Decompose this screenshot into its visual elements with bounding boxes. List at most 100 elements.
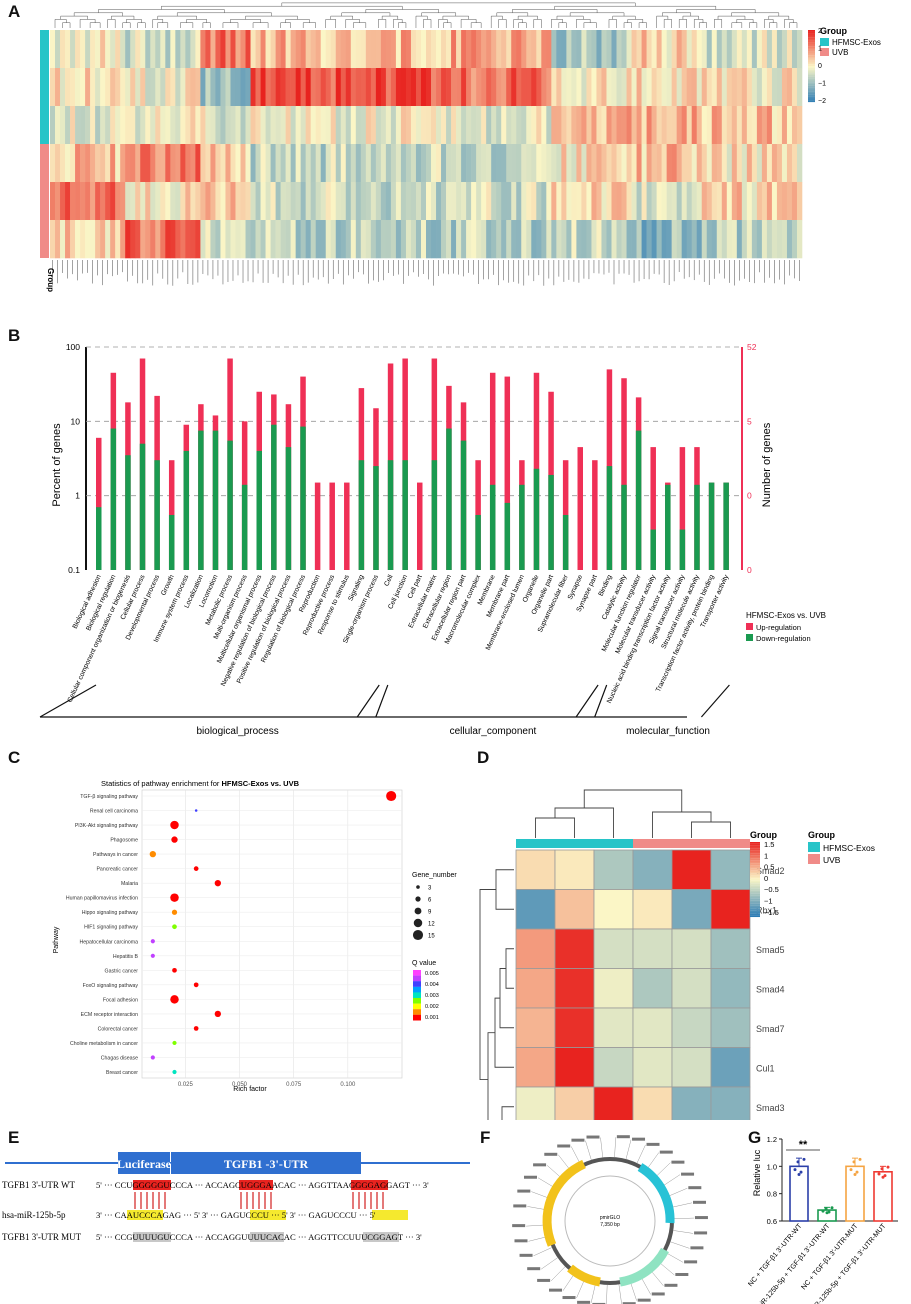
go-bar-down <box>665 484 671 570</box>
plasmid-site-label <box>651 1292 665 1296</box>
luc-chart-bars <box>789 1157 893 1222</box>
heatmap-a-cell <box>701 220 708 259</box>
heatmap-a-cell <box>320 182 327 221</box>
heatmap-a-cell <box>651 68 657 107</box>
heatmap-a-cell <box>641 144 647 183</box>
seq-row-mirna-label: hsa-miR-125b-5p <box>2 1210 66 1220</box>
heatmap-a-cell <box>250 106 256 145</box>
heatmap-a-cell <box>641 30 647 69</box>
luc-point <box>825 1211 829 1215</box>
heatmap-a-cell <box>756 30 763 69</box>
heatmap-a-cell <box>756 182 763 221</box>
heatmap-a-cell <box>330 68 337 107</box>
heatmap-d-row-dendro <box>479 889 496 1081</box>
heatmap-a-cell <box>410 182 417 221</box>
heatmap-a-scale-step <box>808 80 815 83</box>
heatmap-a-cell <box>145 220 151 259</box>
heatmap-a-cell <box>751 220 758 259</box>
heatmap-a-cell <box>185 220 191 259</box>
plasmid-site-label <box>513 1204 527 1208</box>
heatmap-a-cell <box>75 182 81 221</box>
heatmap-a-cell <box>380 106 387 145</box>
heatmap-a-dendro-branch <box>490 15 503 28</box>
heatmap-d-dendrograms <box>479 789 731 1120</box>
go-chart-y2tick: 0 <box>747 491 752 501</box>
heatmap-a-cell <box>185 106 191 145</box>
plasmid-site-label <box>659 1150 673 1154</box>
heatmap-a-cell <box>781 144 788 183</box>
heatmap-a-cell <box>466 144 472 183</box>
dotplot-color-legend-label: 0.005 <box>425 971 439 977</box>
heatmap-a-cell <box>220 106 226 145</box>
heatmap-a-dendro-branch <box>341 12 391 17</box>
dotplot-point <box>172 924 177 930</box>
plasmid-site-label <box>664 1283 678 1287</box>
heatmap-a-cell <box>75 144 81 183</box>
heatmap-a-cell <box>706 144 713 183</box>
heatmap-a-scale-step <box>808 33 815 36</box>
heatmap-a-cell <box>175 220 181 259</box>
heatmap-a-cell <box>671 106 677 145</box>
heatmap-a-cell <box>360 68 367 107</box>
heatmap-a-cell <box>100 220 106 259</box>
heatmap-a-cell <box>786 68 793 107</box>
heatmap-a-cell <box>516 30 522 69</box>
heatmap-d-cell <box>710 889 751 930</box>
heatmap-a-cell <box>185 30 191 69</box>
go-group-label: cellular_component <box>450 726 537 737</box>
heatmap-a-cell <box>511 144 517 183</box>
heatmap-a-cell <box>165 106 171 145</box>
heatmap-a-dendro-branch <box>789 22 798 28</box>
plasmid-site-label <box>562 1296 576 1300</box>
heatmap-a-cell <box>746 144 753 183</box>
dotplot-pathway-label: Human papillomavirus infection <box>66 896 138 902</box>
heatmap-a-cell <box>521 182 527 221</box>
heatmap-a-cell <box>250 30 256 69</box>
heatmap-a-cell <box>461 30 467 69</box>
heatmap-a-cell <box>731 68 738 107</box>
go-bar-down <box>227 440 233 570</box>
heatmap-a-cell <box>300 144 306 183</box>
heatmap-a-cell <box>335 144 342 183</box>
heatmap-a-cell <box>420 182 427 221</box>
dotplot-point <box>150 1055 155 1060</box>
heatmap-a-cell <box>270 30 276 69</box>
heatmap-d-legend-uvb: UVB <box>823 855 841 865</box>
heatmap-a-cell <box>365 30 372 69</box>
heatmap-a-cell <box>265 144 271 183</box>
heatmap-a-cell <box>711 68 718 107</box>
heatmap-a-cell <box>616 220 622 259</box>
heatmap-a-cell <box>741 220 748 259</box>
go-category-label: Cell <box>383 573 394 587</box>
heatmap-a-dendro-branch <box>222 22 239 28</box>
heatmap-a-cell <box>786 30 793 69</box>
heatmap-a-cell <box>446 220 452 259</box>
go-chart-legend-swatch-down <box>746 634 753 641</box>
heatmap-a-cell <box>105 182 111 221</box>
heatmap-a-dendro-branch <box>556 15 584 20</box>
heatmap-a-cell <box>476 220 482 259</box>
heatmap-a-scale-step <box>808 39 815 41</box>
heatmap-a-cell <box>370 144 377 183</box>
heatmap-a-dendro-branch <box>512 9 598 13</box>
heatmap-a-cell <box>345 144 352 183</box>
heatmap-a-cell <box>400 182 407 221</box>
heatmap-a-cell <box>471 220 477 259</box>
heatmap-a-cell <box>220 182 226 221</box>
heatmap-a-cell <box>270 106 276 145</box>
plasmid-site-spoke <box>665 1252 684 1263</box>
dotplot-xtick: 0.100 <box>340 1082 356 1088</box>
heatmap-a-cell <box>165 144 171 183</box>
heatmap-a-cell <box>481 30 487 69</box>
heatmap-a-cell <box>461 106 467 145</box>
heatmap-a-cell <box>426 30 432 69</box>
heatmap-a-scale-step <box>808 100 815 103</box>
plasmid-site-spoke <box>646 1152 659 1170</box>
heatmap-a-dendro-branch <box>126 19 142 23</box>
luc-point <box>824 1207 828 1211</box>
heatmap-a-cell <box>90 106 96 145</box>
heatmap-a-cell <box>60 144 66 183</box>
luc-point <box>855 1170 859 1174</box>
dotplot-point <box>172 1069 177 1075</box>
heatmap-a-cell <box>380 144 387 183</box>
